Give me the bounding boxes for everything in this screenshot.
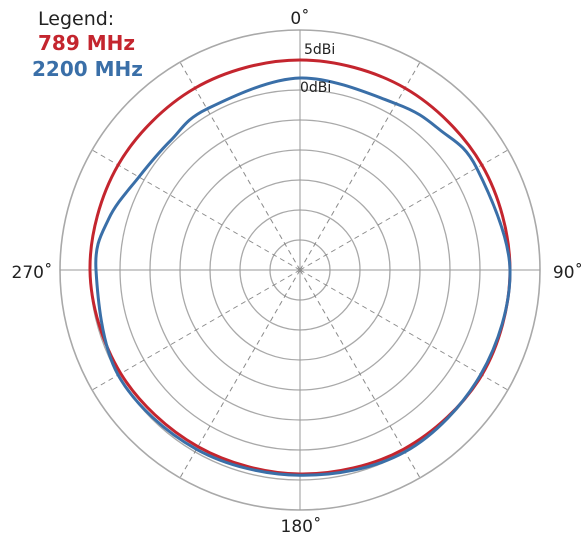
angle-label-180: 180˚ bbox=[281, 516, 322, 536]
grid-spoke bbox=[299, 61, 421, 271]
grid-spoke bbox=[179, 61, 301, 271]
series-layer bbox=[88, 58, 512, 477]
grid-spokes bbox=[60, 30, 540, 510]
grid-spoke bbox=[91, 149, 301, 271]
grid-spoke bbox=[299, 269, 509, 391]
ring-label-5dbi: 5dBi bbox=[304, 42, 335, 58]
angle-label-90: 90˚ bbox=[553, 262, 583, 283]
angle-label-0: 0˚ bbox=[290, 8, 309, 29]
legend-item-789mhz: 789 MHz bbox=[38, 31, 135, 55]
series-line-2200mhz bbox=[94, 76, 512, 477]
legend-item-2200mhz: 2200 MHz bbox=[32, 57, 143, 81]
legend: Legend: 789 MHz 2200 MHz bbox=[32, 8, 143, 82]
labels-layer: 0˚ 90˚ 180˚ 270˚ 5dBi 0dBi bbox=[12, 8, 584, 536]
grid-spoke bbox=[299, 269, 421, 479]
angle-label-270: 270˚ bbox=[12, 262, 53, 283]
grid-spoke bbox=[299, 149, 509, 271]
grid-spoke bbox=[91, 269, 301, 391]
grid-spoke bbox=[179, 269, 301, 479]
ring-label-0dbi: 0dBi bbox=[300, 80, 331, 96]
legend-title: Legend: bbox=[38, 8, 115, 30]
